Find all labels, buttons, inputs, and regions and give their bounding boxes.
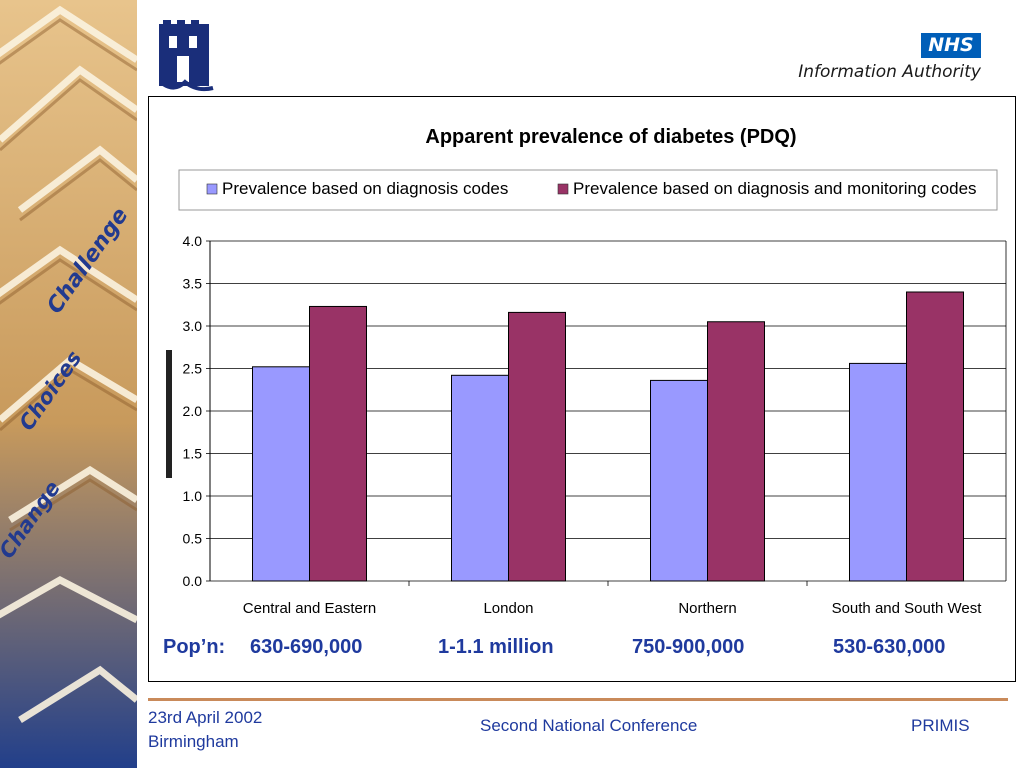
footer-date: 23rd April 2002 bbox=[148, 708, 263, 727]
y-tick-label: 3.5 bbox=[183, 276, 203, 292]
population-london: 1-1.1 million bbox=[438, 636, 554, 658]
x-category-label: Central and Eastern bbox=[243, 600, 376, 617]
y-tick-label: 0.5 bbox=[183, 531, 203, 547]
x-axis-category-labels: Central and Eastern London Northern South a… bbox=[243, 581, 982, 617]
bar-3-0 bbox=[849, 362, 907, 582]
chart-bars bbox=[252, 291, 964, 582]
y-axis-label-unreadable bbox=[166, 350, 172, 478]
y-tick-label: 3.0 bbox=[183, 318, 203, 334]
y-tick-label: 2.5 bbox=[183, 361, 203, 377]
legend-swatch-0 bbox=[206, 183, 218, 195]
chart-legend: Prevalence based on diagnosis codes Preva… bbox=[178, 169, 998, 211]
y-tick-label: 2.0 bbox=[183, 403, 203, 419]
y-tick-label: 1.0 bbox=[183, 488, 203, 504]
nhs-logo: NHS bbox=[921, 33, 981, 58]
bar-0-0 bbox=[252, 366, 310, 582]
population-south-west: 530-630,000 bbox=[833, 636, 946, 658]
footer-place: Birmingham bbox=[148, 732, 239, 751]
y-tick-label: 1.5 bbox=[183, 446, 203, 462]
bar-chart: Apparent prevalence of diabetes (PDQ) Pr… bbox=[166, 126, 1007, 617]
bar-2-0 bbox=[650, 379, 708, 582]
chart-title: Apparent prevalence of diabetes (PDQ) bbox=[425, 126, 796, 148]
footer-conference: Second National Conference bbox=[480, 716, 698, 735]
y-tick-label: 0.0 bbox=[183, 573, 203, 589]
legend-box bbox=[178, 169, 998, 211]
university-crest-logo bbox=[159, 20, 214, 92]
legend-entry-0: Prevalence based on diagnosis codes bbox=[222, 179, 508, 198]
maze-sidebar-image: Challenge Choices Change bbox=[0, 0, 137, 768]
bar-1-0 bbox=[451, 374, 509, 582]
legend-entry-1: Prevalence based on diagnosis and monito… bbox=[573, 179, 977, 198]
bar-2-1 bbox=[707, 321, 765, 582]
y-tick-label: 4.0 bbox=[183, 233, 203, 249]
x-category-label: Northern bbox=[678, 600, 736, 617]
population-central-eastern: 630-690,000 bbox=[250, 636, 363, 658]
footer-org: PRIMIS bbox=[911, 716, 970, 735]
bar-1-1 bbox=[508, 311, 566, 582]
legend-swatch-1 bbox=[557, 183, 569, 195]
y-axis-tick-labels: 0.0 0.5 1.0 1.5 2.0 2.5 3.0 3.5 4.0 bbox=[183, 233, 203, 589]
bar-0-1 bbox=[309, 305, 367, 582]
x-category-label: South and South West bbox=[832, 600, 983, 617]
bar-3-1 bbox=[906, 291, 964, 582]
x-category-label: London bbox=[483, 600, 533, 617]
chart-frame: Apparent prevalence of diabetes (PDQ) Pr… bbox=[148, 96, 1016, 682]
population-northern: 750-900,000 bbox=[632, 636, 745, 658]
nhs-subtitle: Information Authority bbox=[798, 62, 981, 82]
footer-divider bbox=[148, 698, 1008, 701]
population-label: Pop’n: bbox=[163, 636, 226, 658]
